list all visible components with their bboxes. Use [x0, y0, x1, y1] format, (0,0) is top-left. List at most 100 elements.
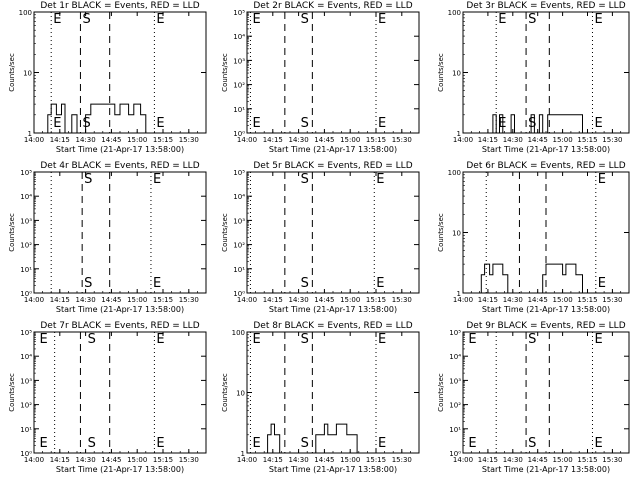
marker-label-bottom: E: [156, 116, 164, 131]
x-tick-label: 14:00: [453, 456, 473, 464]
marker-label-bottom: E: [598, 276, 606, 291]
plot-frame: [462, 11, 630, 134]
x-tick-label: 14:30: [76, 456, 96, 464]
marker-label-top: E: [39, 332, 47, 347]
y-axis-label: Counts/sec: [221, 53, 229, 92]
panel-det-7: Det 7r BLACK = Events, RED = LLD 14:00 14:…: [8, 321, 207, 474]
y-tick-label: 10: [452, 70, 461, 78]
x-axis-label: Start Time (21-Apr-17 13:58:00): [482, 145, 610, 154]
x-tick-label: 14:30: [503, 136, 523, 144]
y-axis-label: Counts/sec: [8, 213, 16, 252]
marker-label-bottom: S: [84, 276, 92, 291]
y-axis-label: Counts/sec: [8, 373, 16, 412]
marker-label-bottom: E: [378, 116, 386, 131]
y-tick-label: 10: [452, 230, 461, 238]
marker-label-top: S: [301, 12, 309, 27]
y-tick-label: 10⁰: [20, 450, 32, 458]
x-tick-label: 14:45: [314, 456, 334, 464]
panel-det-6: Det 6r BLACK = Events, RED = LLD 14:00 14:…: [437, 161, 630, 314]
x-tick-label: 14:45: [528, 456, 548, 464]
plot-frame: [33, 171, 207, 294]
x-tick-label: 14:15: [478, 296, 498, 304]
x-tick-label: 15:15: [153, 296, 173, 304]
x-tick-label: 15:30: [602, 456, 622, 464]
marker-label-bottom: E: [252, 116, 260, 131]
event-series-2: [85, 103, 163, 134]
x-tick-label: 15:15: [153, 456, 173, 464]
y-axis-label: Counts/sec: [8, 53, 16, 92]
x-tick-label: 14:45: [528, 296, 548, 304]
panel-det-2: Det 2r BLACK = Events, RED = LLD 14:00 14:…: [221, 1, 420, 154]
x-tick-label: 14:30: [76, 136, 96, 144]
marker-label-bottom: E: [594, 116, 602, 131]
event-series-1: [480, 263, 517, 294]
y-tick-label: 10⁰: [233, 290, 245, 298]
x-tick-label: 14:15: [263, 136, 283, 144]
y-tick-label: 10⁵: [20, 169, 32, 177]
y-tick-label: 10⁴: [20, 353, 32, 361]
y-tick-label: 10⁴: [233, 193, 245, 201]
y-axis-label: Counts/sec: [221, 213, 229, 252]
x-tick-label: 15:15: [366, 296, 386, 304]
y-tick-label: 10²: [20, 402, 32, 410]
panel-det-1: Det 1r BLACK = Events, RED = LLD 14:00 14:…: [8, 1, 207, 154]
y-tick-label: 10: [23, 70, 32, 78]
marker-label-top: E: [156, 332, 164, 347]
x-tick-label: 15:30: [602, 296, 622, 304]
y-tick-label: 10¹: [20, 426, 32, 434]
x-tick-label: 14:00: [453, 136, 473, 144]
x-axis-label: Start Time (21-Apr-17 13:58:00): [56, 145, 184, 154]
x-tick-label: 14:15: [50, 136, 70, 144]
y-tick-label: 10⁵: [233, 9, 245, 17]
marker-label-bottom: E: [378, 436, 386, 451]
panel-det-8: Det 8r BLACK = Events, RED = LLD 14:00 14:…: [221, 321, 420, 474]
x-axis-label: Start Time (21-Apr-17 13:58:00): [56, 305, 184, 314]
panel-title: Det 8r BLACK = Events, RED = LLD: [253, 321, 412, 331]
y-tick-label: 1: [457, 290, 461, 298]
x-tick-label: 15:00: [127, 456, 147, 464]
y-tick-label: 10⁴: [20, 193, 32, 201]
x-tick-label: 15:15: [577, 296, 597, 304]
event-series-2: [530, 114, 596, 134]
marker-label-bottom: E: [376, 276, 384, 291]
x-tick-label: 14:30: [503, 296, 523, 304]
y-axis-label: Counts/sec: [221, 373, 229, 412]
x-tick-label: 15:30: [392, 136, 412, 144]
x-tick-label: 14:00: [453, 296, 473, 304]
panel-title: Det 2r BLACK = Events, RED = LLD: [253, 1, 412, 11]
marker-label-top: E: [156, 12, 164, 27]
x-tick-label: 15:15: [366, 136, 386, 144]
event-series-1: [267, 423, 285, 454]
x-tick-label: 15:00: [340, 296, 360, 304]
x-tick-label: 14:00: [24, 456, 44, 464]
x-tick-label: 14:30: [289, 296, 309, 304]
marker-label-bottom: S: [528, 436, 536, 451]
x-tick-label: 15:30: [392, 456, 412, 464]
marker-label-bottom: S: [301, 436, 309, 451]
x-tick-label: 15:00: [127, 296, 147, 304]
y-tick-label: 10³: [233, 57, 245, 65]
plot-frame: [246, 171, 420, 294]
marker-label-top: S: [528, 12, 536, 27]
y-tick-label: 10³: [20, 377, 32, 385]
y-tick-label: 100: [448, 169, 461, 177]
marker-label-top: E: [498, 12, 506, 27]
x-tick-label: 15:00: [127, 136, 147, 144]
y-tick-label: 1: [28, 130, 32, 138]
x-tick-label: 14:00: [237, 456, 257, 464]
y-tick-label: 100: [232, 329, 245, 337]
marker-label-bottom: S: [301, 116, 309, 131]
y-tick-label: 10¹: [20, 266, 32, 274]
marker-label-top: E: [376, 172, 384, 187]
y-tick-label: 10²: [20, 242, 32, 250]
x-tick-label: 14:45: [101, 456, 121, 464]
x-axis-label: Start Time (21-Apr-17 13:58:00): [482, 305, 610, 314]
marker-label-bottom: S: [528, 116, 536, 131]
x-tick-label: 14:15: [263, 296, 283, 304]
panel-det-4: Det 4r BLACK = Events, RED = LLD 14:00 14:…: [8, 161, 207, 314]
x-tick-label: 15:00: [340, 136, 360, 144]
x-tick-label: 14:00: [237, 296, 257, 304]
panel-title: Det 5r BLACK = Events, RED = LLD: [253, 161, 412, 171]
x-tick-label: 15:30: [179, 296, 199, 304]
panel-title: Det 7r BLACK = Events, RED = LLD: [40, 321, 199, 331]
